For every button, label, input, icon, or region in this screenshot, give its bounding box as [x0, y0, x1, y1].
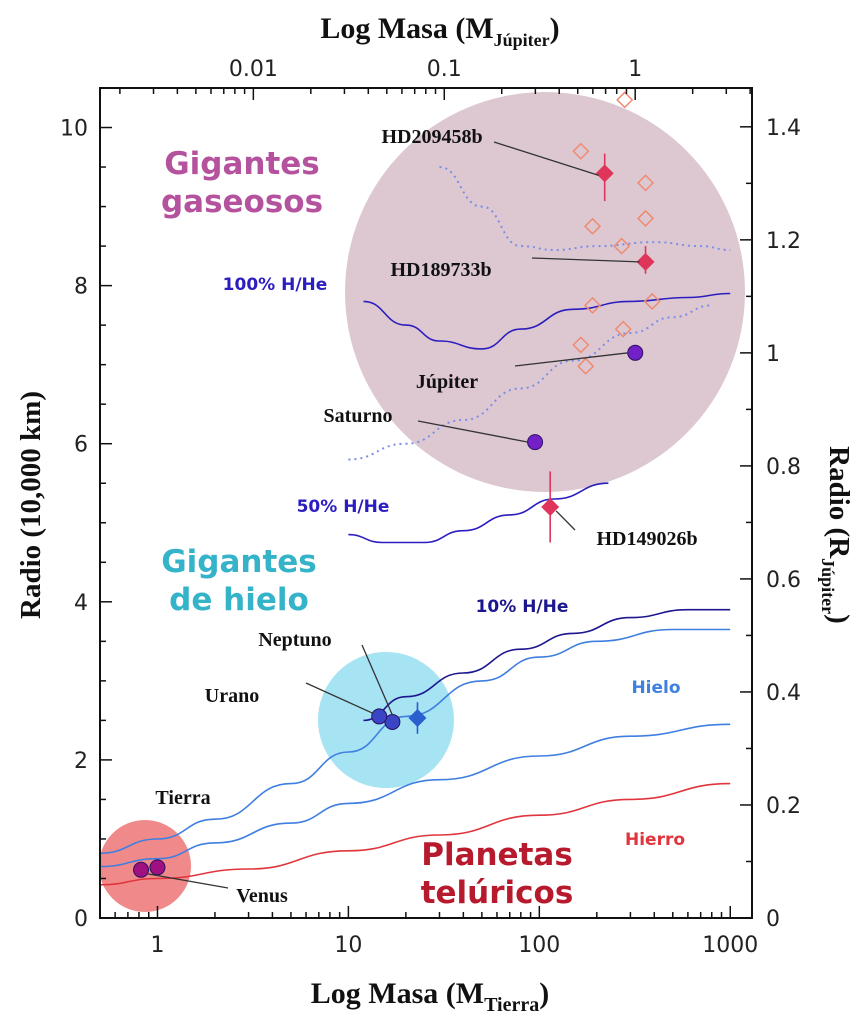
x-tick-label: 1	[150, 933, 164, 958]
curve-label: 10% H/He	[476, 597, 569, 617]
y2-tick-label: 0	[766, 907, 780, 932]
x-axis-title-close: )	[539, 977, 549, 1010]
y-tick-label: 8	[74, 275, 88, 300]
top-tick-label: 1	[628, 57, 642, 82]
x-axis-title-sub: Tierra	[484, 994, 539, 1016]
x-axis-title-main: Log Masa (M	[311, 977, 484, 1010]
exoplanet-marker-4	[636, 209, 655, 227]
ice-giants-label-line2: de hielo	[169, 582, 309, 618]
label-jupiter: Júpiter	[416, 371, 478, 393]
exoplanet-marker-0	[616, 91, 634, 109]
top-axis-title-main: Log Masa (M	[320, 12, 493, 45]
label-saturn: Saturno	[324, 405, 393, 427]
leader-hd189733b	[531, 257, 640, 263]
y-tick-label: 6	[74, 433, 88, 458]
label-neptune: Neptuno	[258, 629, 331, 651]
y-tick-label: 2	[74, 749, 88, 774]
exoplanet-marker-7	[643, 292, 661, 310]
curve-label: Hielo	[631, 678, 680, 698]
leader-neptune	[361, 644, 393, 716]
leader-uranus	[305, 682, 374, 715]
y2-tick-label: 1	[766, 342, 780, 367]
top-tick-label: 0.1	[427, 57, 462, 82]
composition-curve-50-h-he	[348, 482, 609, 544]
composition-curve-10-h-he	[363, 608, 731, 722]
gas-giants-region	[345, 92, 745, 492]
curve-label: 100% H/He	[223, 275, 328, 295]
y2-tick-label: 0.6	[766, 568, 801, 593]
gas-giants-label-line1: Gigantes	[164, 146, 320, 182]
leader-hd149026b	[555, 510, 576, 531]
terrestrial-label-line2: telúricos	[421, 875, 574, 911]
leader-venus	[146, 873, 229, 889]
label-hd149026b: HD149026b	[596, 528, 697, 550]
y2-axis-title-close: )	[823, 614, 855, 624]
composition-curve-unlabeled-2	[439, 166, 731, 252]
label-hd189733b: HD189733b	[390, 259, 491, 281]
x-tick-label: 10	[334, 933, 362, 958]
regions	[99, 92, 745, 912]
curve-label: 50% H/He	[297, 497, 390, 517]
highlighted-exoplanet-marker-2	[541, 497, 560, 516]
leader-saturn	[417, 420, 529, 443]
planet-marker-tierra	[149, 859, 166, 876]
planet-marker-urano	[371, 708, 388, 725]
markers	[133, 91, 661, 878]
label-hd209458b: HD209458b	[381, 126, 482, 148]
top-axis-title: Log Masa (MJúpiter)	[320, 12, 559, 50]
leader-hd209458b	[493, 141, 599, 176]
highlighted-exoplanet-marker-3	[408, 709, 427, 728]
exoplanet-marker-8	[614, 320, 632, 338]
x-tick-label: 100	[518, 933, 560, 958]
y-axis-title: Radio (10,000 km)	[15, 391, 47, 619]
y2-axis-title-sub: Júpiter	[818, 558, 838, 614]
leader-jupiter	[514, 352, 629, 367]
exoplanet-marker-3	[583, 217, 602, 235]
exoplanet-marker-1	[572, 142, 590, 160]
label-venus: Venus	[236, 885, 288, 907]
top-axis-title-close: )	[550, 12, 560, 45]
exoplanet-marker-2	[636, 174, 655, 192]
composition-curve-unlabeled-5	[99, 628, 731, 854]
highlighted-exoplanet-marker-1	[636, 252, 655, 271]
y2-axis-title-main: Radio (R	[823, 446, 855, 559]
gas-giants-label-line2: gaseosos	[161, 184, 323, 220]
composition-curve-100-h-he	[363, 292, 731, 350]
curve-label: Hierro	[625, 830, 685, 850]
ice-giants-label-line1: Gigantes	[161, 544, 317, 580]
composition-curve-hierro	[99, 782, 731, 886]
top-axis-title-sub: Júpiter	[494, 30, 550, 50]
y2-tick-label: 1.2	[766, 229, 801, 254]
x-tick-label: 1000	[702, 933, 758, 958]
composition-curve-hielo	[99, 723, 731, 868]
y-tick-label: 0	[74, 907, 88, 932]
planet-marker-saturno	[527, 434, 544, 451]
exoplanet-marker-9	[572, 336, 590, 354]
y-tick-label: 4	[74, 591, 88, 616]
y2-tick-label: 0.8	[766, 455, 801, 480]
x-axis-title: Log Masa (MTierra)	[311, 977, 549, 1016]
exoplanet-marker-6	[583, 296, 602, 314]
exoplanet-marker-10	[577, 357, 595, 375]
top-tick-label: 0.01	[229, 57, 278, 82]
label-earth: Tierra	[155, 787, 210, 809]
planet-marker-jpiter	[627, 344, 644, 361]
highlighted-exoplanet-marker-0	[595, 164, 614, 183]
curves	[99, 166, 731, 886]
label-uranus: Urano	[205, 685, 259, 707]
y-tick-label: 10	[60, 117, 88, 142]
y2-tick-label: 0.2	[766, 794, 801, 819]
y2-axis-title: Radio (RJúpiter)	[818, 446, 855, 624]
exoplanet-marker-5	[613, 237, 631, 255]
y2-tick-label: 0.4	[766, 681, 801, 706]
planet-marker-venus	[133, 861, 150, 878]
y2-tick-label: 1.4	[766, 116, 801, 141]
terrestrial-label-line1: Planetas	[421, 837, 573, 873]
